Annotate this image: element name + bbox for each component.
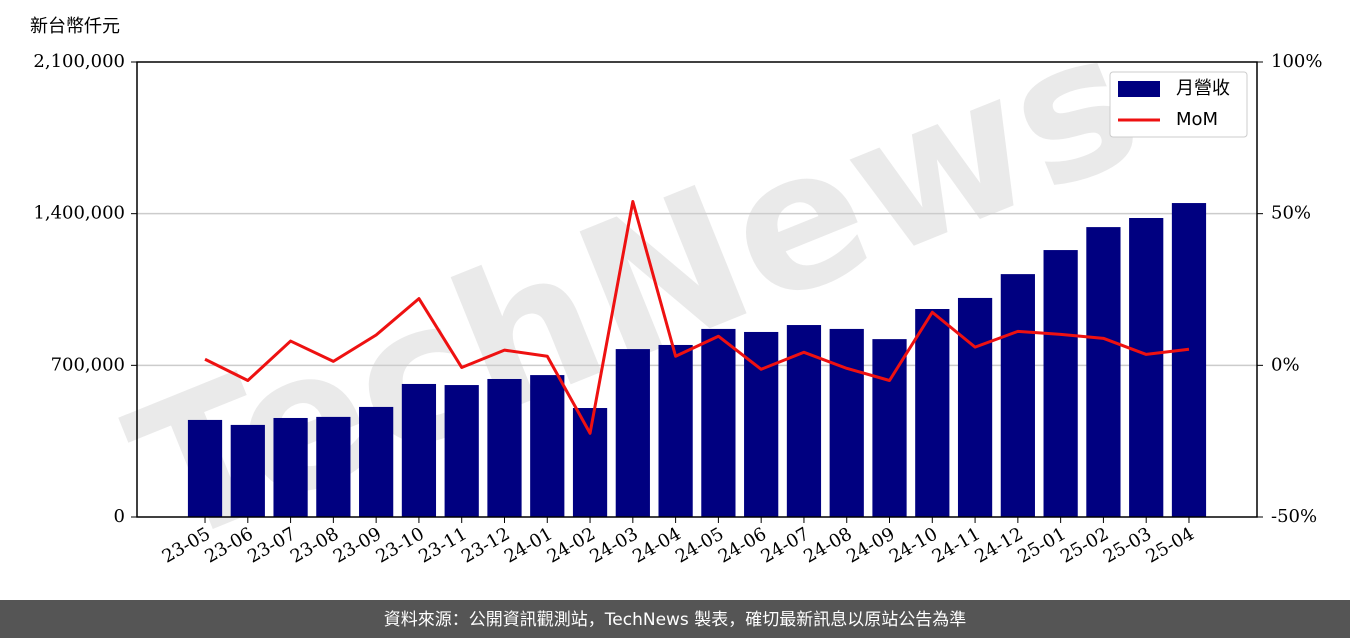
x-tick-label: 23-11 xyxy=(415,523,470,567)
x-tick-label: 24-09 xyxy=(843,523,898,567)
bar xyxy=(572,408,608,517)
y2-tick-label: 0% xyxy=(1271,354,1300,375)
bar xyxy=(316,416,351,517)
x-tick-label: 23-09 xyxy=(330,523,385,567)
bar xyxy=(1086,227,1121,517)
x-tick-label: 25-01 xyxy=(1014,523,1069,567)
x-tick-label: 24-02 xyxy=(544,523,599,567)
bar xyxy=(487,378,522,517)
bar xyxy=(230,424,265,517)
x-tick-label: 24-05 xyxy=(672,523,727,567)
source-note: 資料來源：公開資訊觀測站，TechNews 製表，確切最新訊息以原站公告為準 xyxy=(384,610,966,630)
bar xyxy=(273,417,308,517)
bar xyxy=(1043,250,1078,518)
x-tick-label: 25-03 xyxy=(1100,523,1155,567)
x-tick-label: 24-12 xyxy=(971,523,1026,567)
y2-tick-label: 100% xyxy=(1271,51,1322,72)
x-tick-label: 24-11 xyxy=(929,523,984,567)
x-tick-label: 24-03 xyxy=(586,523,641,567)
x-tick-label: 24-10 xyxy=(886,523,941,567)
legend-label: 月營收 xyxy=(1176,78,1230,99)
x-tick-label: 25-02 xyxy=(1057,523,1112,567)
x-tick-label: 23-10 xyxy=(372,523,427,567)
y-tick-label: 700,000 xyxy=(51,354,125,375)
x-tick-label: 24-06 xyxy=(715,523,770,567)
bar xyxy=(829,328,864,517)
bar xyxy=(444,385,479,517)
bar xyxy=(1171,203,1207,518)
bar xyxy=(359,406,394,517)
bar xyxy=(872,339,907,517)
bar xyxy=(401,383,437,517)
legend-label: MoM xyxy=(1176,109,1218,130)
x-tick-label: 24-01 xyxy=(501,523,556,567)
bar xyxy=(530,375,565,517)
y-tick-label: 0 xyxy=(114,506,125,527)
bar xyxy=(1000,274,1035,517)
x-tick-label: 23-12 xyxy=(458,523,513,567)
bar xyxy=(701,328,736,517)
x-tick-label: 25-04 xyxy=(1143,523,1198,567)
footer-bar xyxy=(0,600,1350,638)
bar xyxy=(957,297,993,517)
plot-frame xyxy=(136,61,1258,518)
y-tick-label: 2,100,000 xyxy=(33,51,125,72)
legend-swatch xyxy=(1118,81,1160,97)
bar xyxy=(744,331,779,517)
y2-tick-label: 50% xyxy=(1271,203,1311,224)
x-tick-label: 24-04 xyxy=(629,523,684,567)
x-tick-label: 24-08 xyxy=(800,523,855,567)
bar xyxy=(915,309,950,517)
bar xyxy=(658,344,693,517)
y2-tick-label: -50% xyxy=(1271,506,1317,527)
y-axis-label: 新台幣仟元 xyxy=(30,16,120,37)
bar xyxy=(187,419,223,517)
x-tick-label: 24-07 xyxy=(758,523,813,567)
bar xyxy=(615,349,650,517)
bar xyxy=(1129,218,1164,517)
y-tick-label: 1,400,000 xyxy=(33,203,125,224)
line xyxy=(204,200,1190,435)
